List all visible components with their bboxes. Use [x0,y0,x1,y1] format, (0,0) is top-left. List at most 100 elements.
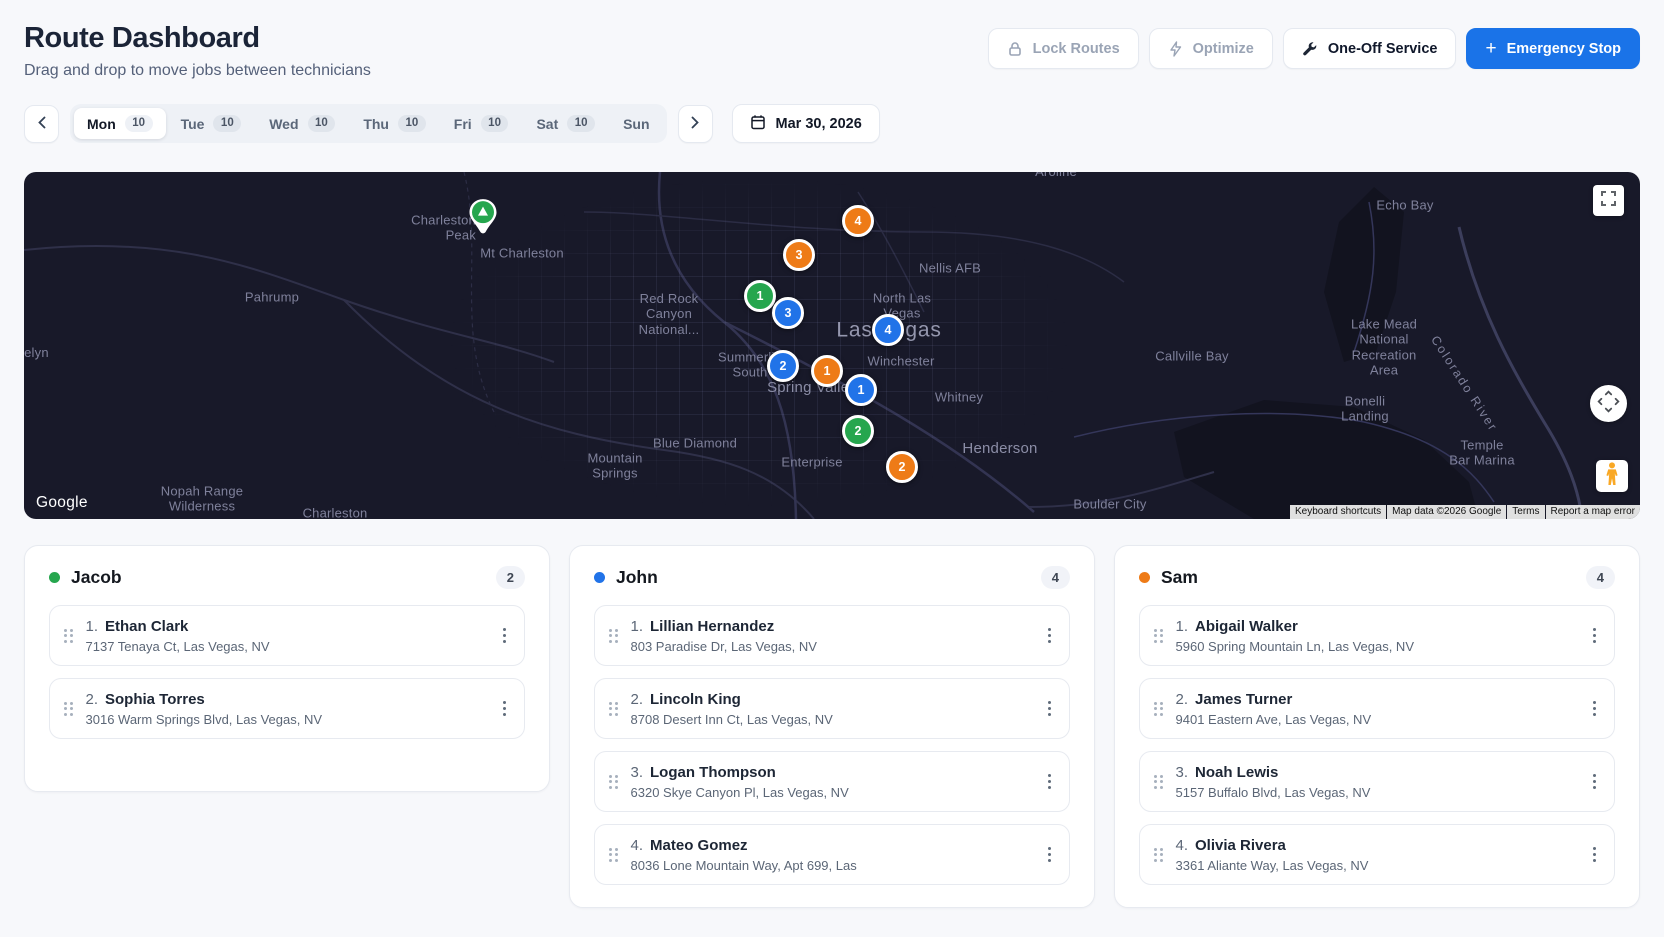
job-card[interactable]: 1.Lillian Hernandez 803 Paradise Dr, Las… [594,605,1070,666]
job-menu-kebab-icon[interactable] [1044,697,1056,721]
lock-routes-button[interactable]: Lock Routes [988,28,1139,69]
day-label: Sun [623,116,649,132]
fullscreen-button[interactable] [1593,185,1624,216]
drag-handle-icon[interactable] [64,702,73,716]
job-card[interactable]: 2.Sophia Torres 3016 Warm Springs Blvd, … [49,678,525,739]
job-menu-kebab-icon[interactable] [499,697,511,721]
job-address: 5960 Spring Mountain Ln, Las Vegas, NV [1176,639,1576,654]
header-titles: Route Dashboard Drag and drop to move jo… [24,22,371,80]
drag-handle-icon[interactable] [609,702,618,716]
job-menu-kebab-icon[interactable] [499,624,511,648]
job-menu-kebab-icon[interactable] [1044,770,1056,794]
day-count-badge: 10 [567,115,595,132]
job-customer-name: Olivia Rivera [1195,837,1286,854]
column-header: Sam 4 [1139,566,1615,589]
job-info: 2.Lincoln King 8708 Desert Inn Ct, Las V… [631,691,1031,727]
map-marker-john-2[interactable]: 2 [767,350,799,382]
technician-columns: Jacob 2 1.Ethan Clark 7137 Tenaya Ct, La… [24,545,1640,908]
map-marker-sam-3[interactable]: 3 [783,239,815,271]
technician-name: Jacob [71,567,122,588]
fullscreen-icon [1601,191,1616,211]
job-menu-kebab-icon[interactable] [1589,697,1601,721]
drag-handle-icon[interactable] [1154,702,1163,716]
map-marker-jacob-1[interactable]: 1 [744,280,776,312]
job-card[interactable]: 2.James Turner 9401 Eastern Ave, Las Veg… [1139,678,1615,739]
one-off-service-label: One-Off Service [1328,41,1438,57]
day-label: Tue [181,116,205,132]
map-marker-jacob-2[interactable]: 2 [842,415,874,447]
day-tab-sat[interactable]: Sat 10 [523,108,608,139]
day-tab-sun[interactable]: Sun [610,108,662,139]
job-menu-kebab-icon[interactable] [1044,624,1056,648]
map-label-boulder-city: Boulder City [1073,496,1146,511]
job-count-badge: 4 [1586,566,1615,589]
header-actions: Lock Routes Optimize One-Off Service + E… [988,28,1640,69]
drag-handle-icon[interactable] [1154,629,1163,643]
map-label-red-rock-canyon: Red Rock Canyon National... [639,291,700,337]
day-tab-tue[interactable]: Tue 10 [168,108,255,139]
job-card[interactable]: 4.Mateo Gomez 8036 Lone Mountain Way, Ap… [594,824,1070,885]
job-card[interactable]: 3.Noah Lewis 5157 Buffalo Blvd, Las Vega… [1139,751,1615,812]
job-sequence: 3. [1176,764,1189,781]
day-tab-thu[interactable]: Thu 10 [350,108,438,139]
day-selector: Mon 10 Tue 10 Wed 10 Thu 10 Fri 10 Sat 1… [70,104,667,143]
google-logo[interactable]: Google [36,494,88,512]
map-marker-sam-4[interactable]: 4 [842,205,874,237]
date-picker-button[interactable]: Mar 30, 2026 [732,104,880,143]
drag-handle-icon[interactable] [609,848,618,862]
day-tab-mon[interactable]: Mon 10 [74,108,166,139]
pan-control-button[interactable] [1590,385,1627,422]
job-card[interactable]: 1.Abigail Walker 5960 Spring Mountain Ln… [1139,605,1615,666]
job-count-badge: 2 [496,566,525,589]
previous-week-button[interactable] [24,105,59,143]
map-label-bonelli-landing: Bonelli Landing [1341,394,1389,425]
optimize-label: Optimize [1193,41,1254,57]
map-marker-john-3[interactable]: 3 [772,297,804,329]
chevron-right-icon [691,116,699,132]
map-marker-sam-1[interactable]: 1 [811,355,843,387]
job-card[interactable]: 2.Lincoln King 8708 Desert Inn Ct, Las V… [594,678,1070,739]
one-off-service-button[interactable]: One-Off Service [1283,28,1457,69]
job-menu-kebab-icon[interactable] [1589,624,1601,648]
day-label: Mon [87,116,116,132]
job-menu-kebab-icon[interactable] [1589,843,1601,867]
pan-arrows-icon [1597,390,1620,418]
page-subtitle: Drag and drop to move jobs between techn… [24,62,371,80]
charleston-peak-pin-icon[interactable] [468,198,498,241]
job-address: 8036 Lone Mountain Way, Apt 699, Las [631,858,1031,873]
job-menu-kebab-icon[interactable] [1589,770,1601,794]
map-marker-john-1[interactable]: 1 [845,374,877,406]
emergency-stop-button[interactable]: + Emergency Stop [1466,28,1640,69]
day-label: Wed [269,116,298,132]
optimize-button[interactable]: Optimize [1149,28,1273,69]
map-label-nellis-afb: Nellis AFB [919,260,981,275]
drag-handle-icon[interactable] [609,629,618,643]
street-view-pegman-button[interactable] [1596,460,1628,492]
job-address: 6320 Skye Canyon Pl, Las Vegas, NV [631,785,1031,800]
keyboard-shortcuts-link[interactable]: Keyboard shortcuts [1290,505,1386,519]
map-canvas[interactable]: Charleston Peak Mt Charleston Pahrump ev… [24,172,1640,519]
job-card[interactable]: 1.Ethan Clark 7137 Tenaya Ct, Las Vegas,… [49,605,525,666]
job-menu-kebab-icon[interactable] [1044,843,1056,867]
technician-color-dot [594,572,605,583]
drag-handle-icon[interactable] [1154,848,1163,862]
drag-handle-icon[interactable] [1154,775,1163,789]
job-info: 4.Olivia Rivera 3361 Aliante Way, Las Ve… [1176,837,1576,873]
job-card[interactable]: 3.Logan Thompson 6320 Skye Canyon Pl, La… [594,751,1070,812]
report-map-error-link[interactable]: Report a map error [1546,505,1640,519]
map-marker-john-4[interactable]: 4 [872,314,904,346]
drag-handle-icon[interactable] [609,775,618,789]
day-tab-fri[interactable]: Fri 10 [441,108,522,139]
day-count-badge: 10 [308,115,336,132]
job-sequence: 3. [631,764,644,781]
job-customer-name: Ethan Clark [105,618,188,635]
job-sequence: 1. [631,618,644,635]
map-marker-sam-2[interactable]: 2 [886,451,918,483]
job-card[interactable]: 4.Olivia Rivera 3361 Aliante Way, Las Ve… [1139,824,1615,885]
next-week-button[interactable] [678,105,713,143]
map-label-charleston-peak: Charleston Peak [411,213,476,244]
day-tab-wed[interactable]: Wed 10 [256,108,348,139]
drag-handle-icon[interactable] [64,629,73,643]
day-label: Thu [363,116,389,132]
terms-link[interactable]: Terms [1507,505,1544,519]
